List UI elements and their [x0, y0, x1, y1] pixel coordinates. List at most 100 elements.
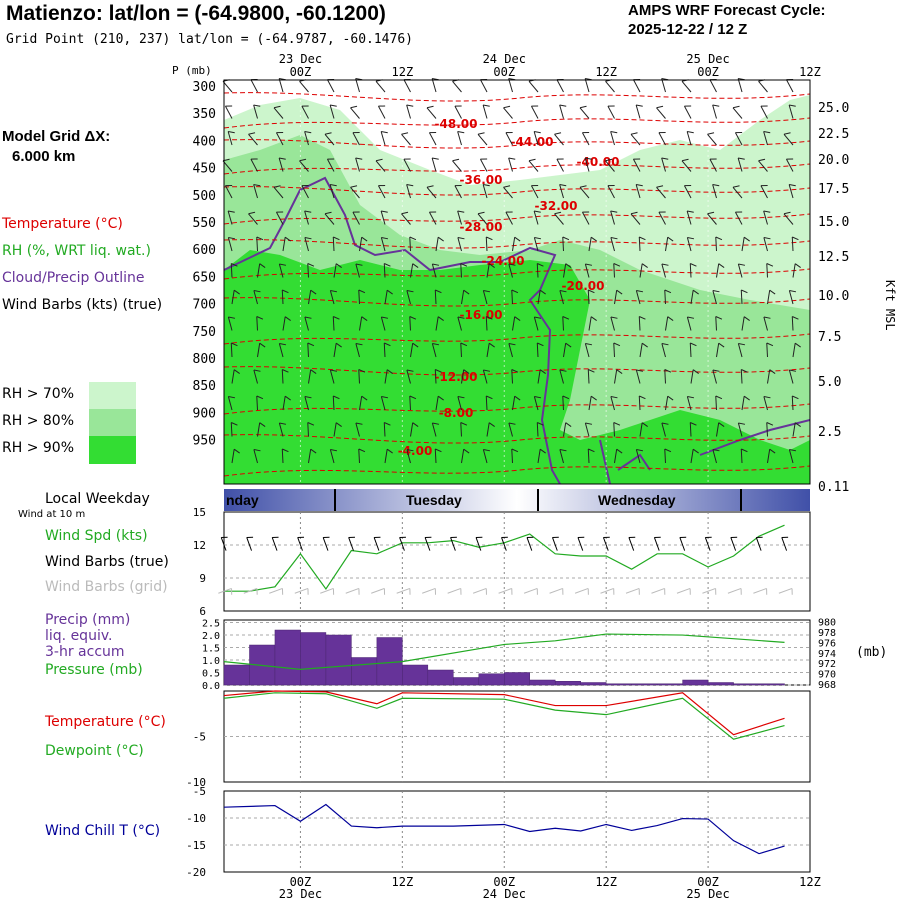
barb-staff — [383, 422, 386, 437]
barb-staff — [788, 449, 794, 464]
barb-staff — [559, 449, 564, 464]
xs-wind-barb — [304, 131, 312, 146]
barb-staff — [690, 449, 694, 464]
xs-wind-barb — [253, 289, 261, 305]
xs-wind-barb — [581, 131, 590, 146]
time-date-top: 25 Dec — [686, 52, 729, 66]
barb-flag — [323, 536, 330, 538]
kft-tick-label: 15.0 — [818, 215, 849, 230]
barb-flag — [605, 158, 613, 162]
barb-staff — [230, 422, 233, 437]
precip-bar — [554, 681, 581, 686]
barb-staff — [607, 185, 615, 199]
barb-flag — [460, 263, 468, 267]
barb-staff — [359, 316, 363, 331]
pressure-axis-title: P (mb) — [172, 64, 212, 77]
barb-staff — [512, 396, 516, 411]
legend-temperature: Temperature (°C) — [2, 216, 123, 232]
xs-wind-barb — [485, 395, 493, 411]
barb-flag — [435, 289, 442, 294]
barb-flag — [582, 131, 590, 134]
xs-wind-barb — [428, 131, 437, 146]
temperature-contour-line — [223, 434, 811, 444]
barb-flag — [273, 105, 281, 109]
barb-flag — [386, 289, 393, 295]
xs-wind-barb — [358, 369, 366, 384]
barb-staff — [257, 343, 261, 358]
xs-wind-barb — [791, 316, 799, 331]
barb-flag — [403, 158, 411, 160]
xs-wind-barb — [230, 422, 238, 437]
barb-flag — [375, 158, 383, 162]
barb-staff — [651, 587, 665, 594]
time-date-top: 24 Dec — [483, 52, 526, 66]
xs-wind-barb — [614, 369, 623, 384]
xs-wind-barb — [409, 316, 417, 331]
barb-staff — [686, 237, 692, 252]
xs-wind-barb — [766, 422, 774, 437]
barb-flag — [552, 536, 559, 538]
barb-flag — [256, 395, 264, 400]
barb-staff — [428, 211, 437, 225]
barb-staff — [406, 449, 411, 464]
precip-ytick-label: 2.5 — [202, 619, 220, 630]
barb-staff — [297, 537, 303, 551]
barb-flag — [409, 316, 417, 320]
xs-wind-barb — [537, 448, 546, 464]
barb-staff — [530, 185, 539, 199]
pressure-ytick-label: 976 — [818, 638, 836, 649]
barb-staff — [661, 78, 666, 93]
barb-flag — [559, 104, 567, 107]
barb-staff — [689, 263, 692, 278]
barb-staff — [630, 213, 641, 225]
barb-staff — [434, 369, 437, 384]
barb-staff — [732, 186, 743, 199]
barb-staff — [301, 185, 309, 199]
xs-wind-barb — [559, 369, 567, 384]
wind-barb-true — [322, 536, 330, 551]
barb-staff — [406, 104, 411, 119]
wind-barb-grid — [574, 587, 589, 595]
barb-staff — [537, 369, 541, 384]
barb-flag — [401, 132, 409, 135]
barb-flag — [712, 369, 720, 372]
xs-wind-barb — [273, 185, 284, 199]
wind-barb-true — [475, 536, 483, 551]
pressure-tick-label: 350 — [193, 107, 216, 122]
barb-staff — [638, 236, 641, 252]
barb-staff — [686, 396, 692, 411]
barb-staff — [753, 587, 767, 594]
barb-flag — [503, 185, 511, 188]
barb-staff — [740, 448, 743, 464]
precip-bar — [478, 673, 505, 686]
barb-staff — [661, 157, 666, 172]
xs-wind-barb — [658, 211, 666, 225]
barb-staff — [614, 369, 618, 384]
barb-staff — [355, 157, 360, 172]
barb-flag — [610, 316, 618, 319]
xs-wind-barb — [304, 316, 312, 331]
xs-wind-barb — [352, 211, 360, 225]
barb-flag — [718, 263, 725, 268]
barb-flag — [565, 342, 572, 348]
barb-flag — [588, 289, 595, 294]
wind-barb-true — [653, 536, 661, 551]
xs-wind-barb — [253, 104, 261, 119]
barb-staff — [638, 316, 641, 331]
barb-flag — [304, 316, 312, 319]
barb-staff — [791, 395, 794, 411]
barb-flag — [687, 131, 694, 134]
precip-bar — [707, 682, 734, 686]
xs-wind-barb — [635, 104, 643, 119]
barb-staff — [477, 133, 488, 146]
barb-staff — [375, 160, 386, 172]
precip-ytick-label: 1.5 — [202, 644, 220, 655]
xs-wind-barb — [482, 289, 491, 305]
barb-flag — [333, 395, 340, 400]
barb-staff — [281, 369, 284, 384]
barb-flag — [381, 210, 388, 213]
xs-wind-barb — [307, 422, 315, 437]
barb-flag — [763, 236, 771, 240]
barb-staff — [665, 237, 669, 252]
barb-staff — [704, 537, 711, 551]
